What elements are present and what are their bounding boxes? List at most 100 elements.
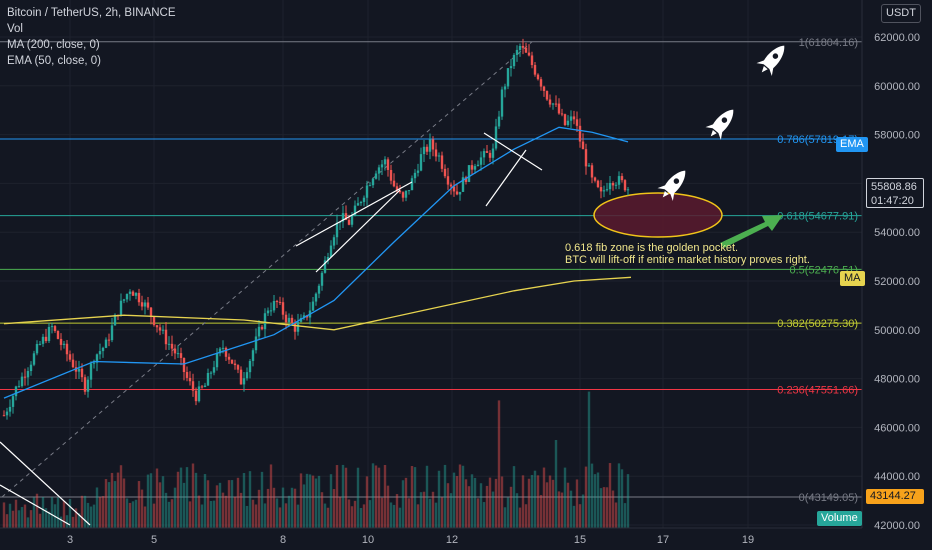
candle-body bbox=[488, 152, 492, 158]
candle-body bbox=[341, 213, 345, 222]
ma-indicator-label[interactable]: MA (200, close, 0) bbox=[7, 39, 100, 51]
volume-bar bbox=[260, 471, 264, 528]
rocket-window bbox=[772, 53, 779, 59]
candle-body bbox=[611, 182, 615, 186]
volume-bar bbox=[617, 463, 621, 528]
candle-body bbox=[26, 371, 30, 378]
candle-body bbox=[32, 353, 36, 365]
candle-body bbox=[506, 68, 510, 87]
volume-bar bbox=[203, 474, 207, 528]
volume-bar bbox=[356, 467, 360, 528]
volume-bar bbox=[518, 507, 522, 528]
candle-body bbox=[215, 353, 219, 368]
volume-bar bbox=[449, 493, 453, 528]
candle-body bbox=[413, 172, 417, 179]
volume-bar bbox=[596, 472, 600, 528]
candle-body bbox=[44, 336, 48, 342]
volume-bar bbox=[452, 472, 456, 528]
volume-bar bbox=[233, 496, 237, 528]
rocket-icon bbox=[705, 109, 734, 140]
candle-body bbox=[125, 293, 129, 300]
price-axis[interactable]: 62000.0060000.0058000.0056000.0054000.00… bbox=[861, 0, 932, 550]
candle-body bbox=[56, 330, 60, 339]
volume-bar bbox=[32, 497, 36, 528]
volume-bar bbox=[470, 474, 474, 528]
volume-bar bbox=[143, 506, 147, 528]
volume-bar bbox=[83, 495, 87, 528]
candle-body bbox=[311, 301, 315, 311]
candle-body bbox=[503, 86, 507, 90]
candle-body bbox=[245, 372, 249, 379]
candle-body bbox=[152, 316, 156, 326]
chart-legend: Bitcoin / TetherUS, 2h, BINANCE Vol MA (… bbox=[7, 5, 176, 69]
candle-body bbox=[227, 356, 231, 360]
candle-body bbox=[584, 149, 588, 167]
candle-body bbox=[107, 339, 111, 341]
volume-bar bbox=[227, 480, 231, 528]
volume-bar bbox=[95, 487, 99, 528]
drawings[interactable] bbox=[0, 132, 783, 526]
candle-body bbox=[446, 176, 450, 185]
candle-body bbox=[389, 170, 393, 181]
candle-body bbox=[233, 363, 237, 366]
time-axis[interactable]: 3 5 8 10 12 15 17 19 bbox=[0, 527, 862, 546]
candle-body bbox=[167, 343, 171, 345]
ema-indicator-label[interactable]: EMA (50, close, 0) bbox=[7, 55, 101, 67]
volume-bar bbox=[23, 504, 27, 528]
wedge-line bbox=[483, 132, 543, 171]
currency-button[interactable]: USDT bbox=[881, 4, 921, 23]
candle-body bbox=[602, 190, 606, 192]
fibonacci-retracement[interactable]: 1(61804.16)0.786(57819.17)0.618(54677.91… bbox=[0, 37, 862, 504]
volume-bar bbox=[11, 510, 15, 528]
volume-bar bbox=[473, 477, 477, 528]
volume-bar bbox=[575, 479, 579, 528]
candle-body bbox=[98, 351, 102, 355]
volume-bar bbox=[392, 504, 396, 528]
volume-bar bbox=[92, 504, 96, 528]
volume-bar bbox=[185, 467, 189, 528]
volume-bar bbox=[290, 487, 294, 528]
volume-bar bbox=[323, 503, 327, 528]
volume-bar bbox=[566, 482, 570, 528]
volume-bar bbox=[443, 464, 447, 528]
candle-body bbox=[17, 386, 21, 388]
symbol-title[interactable]: Bitcoin / TetherUS, 2h, BINANCE bbox=[7, 7, 176, 19]
vol-indicator-label[interactable]: Vol bbox=[7, 23, 23, 35]
volume-bar bbox=[404, 477, 408, 528]
rocket-icon bbox=[657, 170, 686, 201]
volume-bar bbox=[254, 504, 258, 528]
volume-bar bbox=[113, 481, 117, 528]
volume-bar bbox=[242, 473, 246, 528]
volume-bar bbox=[110, 472, 114, 528]
candle-body bbox=[467, 165, 471, 182]
candle-body bbox=[239, 369, 243, 385]
candle-body bbox=[410, 178, 414, 191]
volume-bar bbox=[245, 505, 249, 528]
volume-bar bbox=[209, 500, 213, 528]
candle-body bbox=[533, 65, 537, 75]
candle-body bbox=[494, 126, 498, 149]
volume-bar bbox=[368, 500, 372, 528]
candle-body bbox=[416, 170, 420, 173]
annotation-text: 0.618 fib zone is the golden pocket. BTC… bbox=[565, 242, 810, 266]
candle-body bbox=[320, 272, 324, 286]
ema50-line bbox=[3, 126, 629, 399]
volume-bar bbox=[50, 497, 54, 528]
candle-body bbox=[200, 386, 204, 388]
candle-body bbox=[431, 139, 435, 150]
volume-bar bbox=[263, 503, 267, 528]
candle-body bbox=[65, 343, 69, 355]
candle-body bbox=[566, 120, 570, 126]
volume-bar bbox=[296, 504, 300, 528]
price-tick-label: 54000.00 bbox=[874, 227, 920, 239]
candle-body bbox=[209, 372, 213, 374]
volume-bar bbox=[428, 498, 432, 528]
volume-bar bbox=[197, 495, 201, 528]
volume-bar bbox=[434, 502, 438, 528]
candle-body bbox=[302, 315, 306, 319]
candle-body bbox=[185, 372, 189, 378]
price-tick-label: 60000.00 bbox=[874, 81, 920, 93]
volume-bar bbox=[476, 498, 480, 528]
